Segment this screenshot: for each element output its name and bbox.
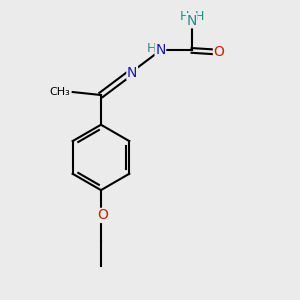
Text: H: H [147, 42, 156, 56]
Text: CH₃: CH₃ [49, 87, 70, 97]
Text: H: H [194, 10, 204, 23]
Text: N: N [127, 66, 137, 80]
Text: O: O [214, 45, 224, 59]
Text: H: H [179, 10, 189, 23]
Text: N: N [186, 14, 197, 28]
Text: O: O [97, 208, 108, 222]
Text: N: N [155, 44, 166, 57]
